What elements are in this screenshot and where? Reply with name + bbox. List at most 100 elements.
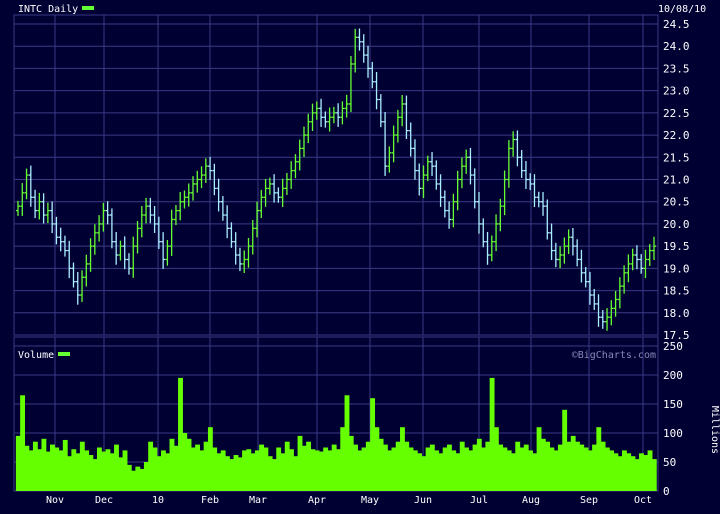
price-bar [71, 262, 76, 288]
volume-bar [404, 441, 410, 491]
price-bar [212, 163, 217, 196]
price-bar [442, 190, 447, 218]
volume-bar [536, 427, 542, 491]
volume-bar [331, 444, 337, 491]
price-bar [353, 28, 358, 73]
price-bar [259, 189, 264, 219]
price-bar [357, 28, 362, 51]
price-bar [327, 107, 332, 132]
price-bar [62, 235, 67, 257]
volume-bar [472, 444, 478, 491]
price-bar [220, 196, 225, 221]
price-bar [306, 113, 311, 144]
price-bar [523, 161, 528, 190]
volume-bar [190, 447, 196, 491]
volume-bar [523, 444, 529, 491]
price-bar [391, 125, 396, 163]
volume-bar [88, 455, 94, 491]
price-bar [515, 130, 520, 167]
volume-bar [621, 450, 627, 491]
volume-bar [118, 457, 124, 491]
month-tick-label: Nov [46, 495, 64, 506]
price-bar [148, 197, 153, 224]
price-bar [532, 174, 537, 208]
price-bar [566, 229, 571, 255]
price-bar [267, 177, 272, 195]
volume-bar [75, 453, 81, 491]
volume-bar [596, 427, 602, 491]
price-bar [506, 140, 511, 188]
price-bar [208, 156, 213, 180]
price-bar [118, 240, 123, 261]
volume-bar [425, 447, 431, 491]
volume-axis-tick-label: 50 [663, 456, 676, 469]
price-bar [383, 111, 388, 176]
volume-bar [446, 444, 452, 491]
volume-bar [353, 444, 358, 491]
price-bar [169, 209, 174, 256]
price-bar [301, 126, 306, 157]
volume-bar [532, 453, 538, 491]
volume-bar [186, 438, 192, 491]
price-bar [541, 192, 546, 216]
price-bar [84, 254, 89, 287]
price-bar [195, 170, 200, 193]
volume-axis-tick-label: 200 [663, 369, 683, 382]
volume-bar [41, 438, 47, 491]
volume-bar [340, 427, 346, 491]
price-bar [476, 192, 481, 234]
volume-bar [579, 444, 585, 491]
volume-bar [169, 438, 175, 491]
price-bar [348, 55, 353, 113]
volume-bar [152, 447, 158, 491]
volume-bar [617, 456, 623, 491]
price-bar [331, 106, 336, 124]
price-bar [152, 205, 157, 233]
volume-bar [438, 453, 444, 491]
volume-bar [310, 449, 316, 491]
price-bar [24, 168, 29, 200]
price-bar [421, 165, 426, 198]
volume-bar [259, 444, 265, 491]
volume-bar [71, 449, 77, 491]
price-bar [122, 236, 127, 270]
price-bar [634, 245, 639, 270]
volume-bar [212, 447, 218, 491]
volume-bar [109, 453, 115, 491]
price-bar [199, 166, 204, 189]
price-bar [417, 163, 422, 196]
volume-bar [20, 395, 26, 491]
month-tick-label: Jun [414, 495, 432, 506]
price-bar [370, 61, 375, 89]
price-bar [178, 192, 183, 221]
price-bar [553, 242, 558, 268]
price-bar [33, 189, 38, 219]
volume-bar [553, 450, 559, 491]
volume-bar [225, 456, 230, 491]
volume-bar [263, 447, 269, 491]
price-bar [425, 155, 430, 182]
volume-bar [502, 447, 508, 491]
price-bar [233, 232, 238, 265]
price-axis-tick-label: 20.5 [663, 196, 690, 209]
price-bar [374, 72, 379, 110]
price-legend-swatch [82, 6, 94, 10]
month-tick-label: 10 [152, 495, 164, 506]
price-bar [447, 201, 452, 229]
price-bar [216, 178, 221, 212]
price-bar [276, 187, 281, 203]
volume-bar [45, 451, 51, 491]
volume-bar [412, 450, 418, 491]
price-bar [519, 149, 524, 178]
volume-bar [139, 468, 145, 491]
price-bar [617, 277, 622, 309]
volume-bar [348, 435, 354, 491]
volume-bar [344, 395, 350, 491]
volume-bar [271, 459, 277, 491]
volume-bar [289, 449, 294, 491]
volume-bar [233, 455, 239, 491]
price-bar [575, 239, 580, 267]
volume-bar [557, 444, 563, 491]
volume-bar [79, 441, 85, 491]
volume-bar [365, 441, 371, 491]
